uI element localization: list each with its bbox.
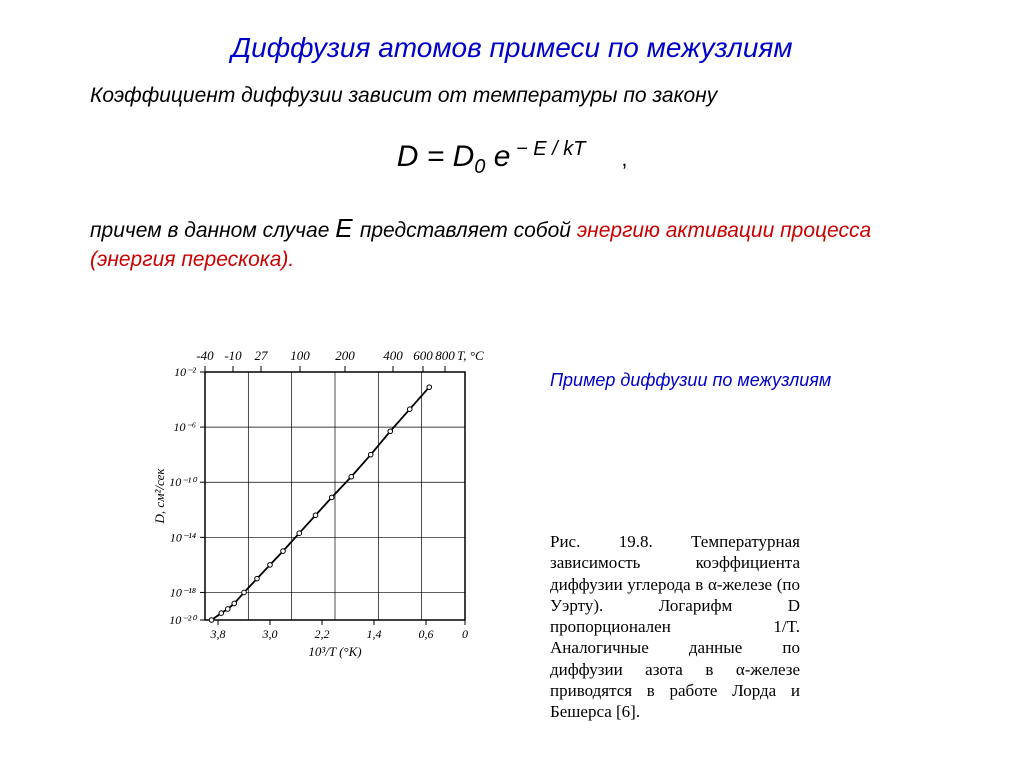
formula: D = D0 e − E / kT, [0, 138, 1024, 179]
svg-text:400: 400 [383, 348, 403, 363]
svg-text:27: 27 [255, 348, 269, 363]
svg-text:10⁻²: 10⁻² [174, 365, 196, 379]
figure-caption: Рис. 19.8. Температурная зависимость коэ… [550, 531, 800, 722]
body2-a: причем в данном случае [90, 219, 335, 242]
svg-text:2,2: 2,2 [315, 627, 330, 641]
svg-text:200: 200 [335, 348, 355, 363]
svg-text:3,8: 3,8 [210, 627, 226, 641]
svg-text:100: 100 [290, 348, 310, 363]
svg-text:800: 800 [435, 348, 455, 363]
svg-text:10⁻¹⁸: 10⁻¹⁸ [170, 585, 196, 599]
intro-text: Коэффициент диффузии зависит от температ… [0, 82, 1024, 110]
svg-text:0: 0 [462, 627, 468, 641]
formula-exp: − E / kT [510, 138, 585, 160]
svg-text:600: 600 [413, 348, 433, 363]
formula-comma: , [621, 148, 627, 171]
svg-text:-10: -10 [224, 348, 242, 363]
arrhenius-chart: -40 -10 27 100 200 400 600800T, °C 10⁻² 10⁻⁶ 10⁻¹… [150, 336, 490, 666]
chart-container: -40 -10 27 100 200 400 600800T, °C 10⁻² 10⁻⁶ 10⁻¹… [150, 336, 490, 671]
body2-E: E [335, 213, 360, 243]
body-text-2: причем в данном случае E представляет со… [0, 211, 1024, 274]
example-label: Пример диффузии по межузлиям [550, 370, 984, 391]
page-title: Диффузия атомов примеси по межузлиям [0, 0, 1024, 82]
svg-text:0,6: 0,6 [419, 627, 434, 641]
svg-text:1,4: 1,4 [367, 627, 382, 641]
formula-e: e [485, 140, 510, 173]
body2-b: представляет собой [360, 219, 577, 242]
svg-text:10⁻¹⁰: 10⁻¹⁰ [169, 475, 198, 489]
svg-text:10³/T (°K): 10³/T (°K) [308, 644, 361, 659]
svg-text:10⁻⁶: 10⁻⁶ [173, 420, 196, 434]
formula-sub0: 0 [474, 156, 485, 178]
svg-text:10⁻²⁰: 10⁻²⁰ [169, 613, 198, 627]
svg-text:D, см²/сек: D, см²/сек [152, 468, 167, 525]
svg-text:-40: -40 [196, 348, 214, 363]
svg-text:3,0: 3,0 [262, 627, 278, 641]
svg-text:T, °C: T, °C [457, 348, 484, 363]
svg-text:10⁻¹⁴: 10⁻¹⁴ [170, 530, 196, 544]
formula-lhs: D = D [397, 140, 475, 173]
